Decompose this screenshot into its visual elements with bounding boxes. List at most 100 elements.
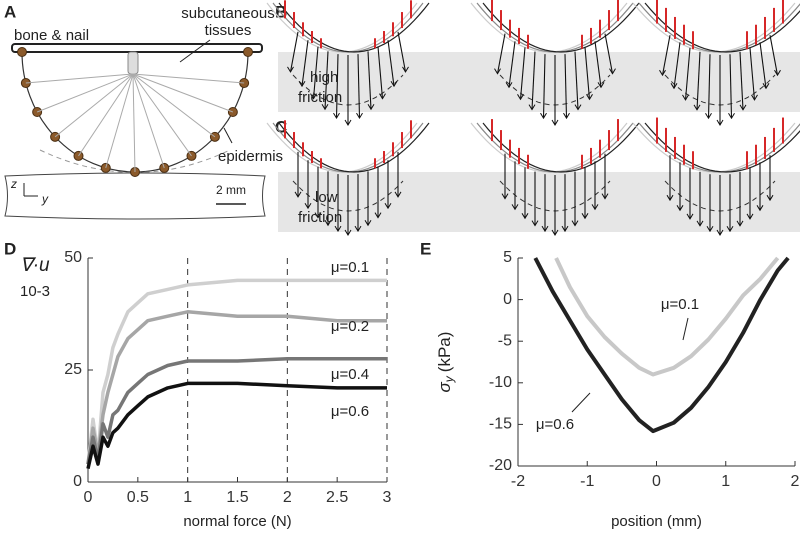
x-tick-label: -1 (580, 473, 594, 490)
arrow-head (756, 205, 764, 212)
force-arrow (301, 40, 309, 87)
y-axis-title: σy (kPa) (435, 332, 456, 393)
y-axis-title-part: y (442, 375, 456, 383)
x-tick-label: 0 (84, 489, 93, 506)
force-arrow (574, 51, 579, 110)
force-arrow (357, 54, 361, 119)
force-arrow (729, 54, 733, 119)
force-arrow (594, 41, 602, 88)
arrow-head (344, 229, 352, 236)
force-arrow (519, 47, 526, 100)
arrow-head (561, 225, 569, 233)
arrow-head (494, 68, 501, 75)
skin-curve (470, 2, 628, 53)
arrow-head (505, 82, 513, 89)
x-tick-label: -2 (511, 473, 525, 490)
force-arrow (542, 54, 546, 119)
y-axis-title-part: σ (435, 381, 454, 392)
finger-model: bone & nail subcutaneous tissues epiderm… (4, 5, 283, 220)
force-arrow (684, 47, 691, 100)
skin-curve (266, 122, 418, 173)
skin-curve (278, 2, 430, 53)
arrow-head (591, 204, 599, 211)
contact-diagrams (266, 0, 800, 236)
series-line (533, 256, 790, 434)
y-tick-label: -15 (489, 416, 512, 433)
series-line (554, 256, 780, 377)
arrow-head (574, 104, 582, 111)
force-arrow (397, 31, 407, 72)
y-tick-label: -10 (489, 374, 512, 391)
arrow-head (696, 220, 704, 227)
dashed-arc (39, 149, 231, 173)
force-arrow (759, 42, 767, 89)
arrow-head (304, 202, 312, 210)
arrow-head (563, 112, 570, 120)
force-arrow (335, 54, 339, 119)
leader (571, 392, 591, 413)
x-axis-title: normal force (N) (183, 513, 291, 530)
label: friction (298, 89, 342, 106)
skin-curve (266, 2, 418, 53)
label: epidermis (218, 148, 283, 165)
y-tick-label: 5 (503, 249, 512, 266)
leader (179, 39, 211, 63)
arrow-head (706, 225, 714, 233)
force-arrow (312, 46, 319, 99)
label: tissues (205, 22, 252, 39)
x-axis-title: position (mm) (611, 513, 702, 530)
arrow-head (670, 83, 678, 90)
force-arrow (749, 47, 756, 100)
arrow-head (601, 193, 609, 200)
arrow-head (501, 193, 509, 200)
arrow-head (321, 104, 329, 111)
force-arrow (769, 35, 779, 76)
y-axis-title-part: (kPa) (435, 332, 454, 373)
force-arrow (696, 51, 701, 110)
arrow-head (716, 119, 724, 126)
skin-curve (272, 122, 424, 173)
force-arrow (604, 33, 614, 74)
x-tick-label: 1 (721, 473, 730, 490)
arrow-head (390, 80, 398, 88)
arrow-head (541, 225, 549, 233)
spring (132, 73, 216, 138)
x-tick-label: 1.5 (226, 489, 248, 506)
arrow-head (384, 202, 392, 210)
arrow-head (597, 82, 605, 89)
series-line (86, 381, 387, 469)
series-label: μ=0.4 (331, 366, 369, 383)
arrow-head (551, 229, 559, 236)
contact-band (278, 172, 800, 232)
arrow-head (666, 194, 674, 202)
y-axis-title: ∇·u (20, 255, 50, 276)
series-label: μ=0.1 (331, 259, 369, 276)
spring (54, 73, 134, 138)
nail-post (127, 51, 139, 75)
contact-band (278, 52, 800, 112)
spring (132, 73, 136, 173)
skin-curve (638, 122, 800, 173)
force-arrow (739, 51, 744, 110)
series-label: μ=0.6 (331, 403, 369, 420)
skin-curve (482, 2, 640, 53)
epidermis-node (17, 47, 27, 57)
arrow-head (374, 212, 382, 219)
arrow-head (310, 93, 317, 100)
arrow-head (751, 94, 758, 101)
x-tick-label: 2 (791, 473, 800, 490)
force-arrow (496, 33, 506, 74)
arrow-head (540, 112, 547, 120)
arrow-head (354, 225, 362, 233)
arrow-head (531, 220, 539, 227)
panel-label: A (4, 2, 16, 21)
scale-label: 2 mm (216, 183, 246, 197)
y-axis-scale: 10-3 (20, 283, 50, 300)
arrow-head (394, 191, 402, 198)
arrow-head (294, 191, 302, 198)
arrow-head (676, 205, 684, 212)
arrow-head (314, 212, 322, 219)
axis-label: z (10, 177, 17, 191)
arrow-head (716, 229, 724, 236)
